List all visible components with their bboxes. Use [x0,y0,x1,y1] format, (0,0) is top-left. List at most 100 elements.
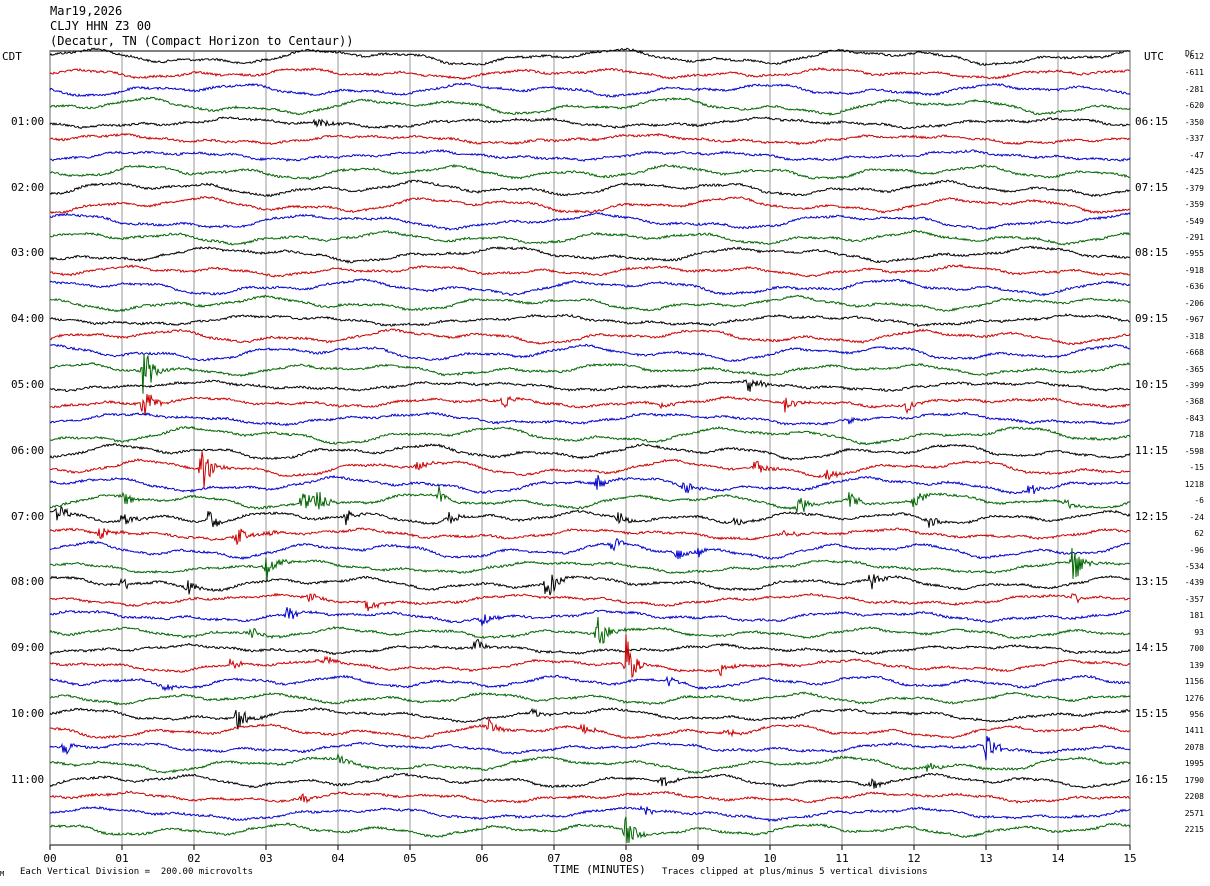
seismic-trace [49,527,1131,545]
dc-offset-label: -534 [1184,561,1204,571]
dc-offset-label: -612 [1184,52,1204,61]
seismic-trace [49,353,1131,394]
seismic-trace [49,278,1131,297]
dc-offset-label: 1156 [1184,677,1204,687]
right-hour-label: 07:15 [1135,180,1169,194]
x-tick-label: 09 [691,852,704,865]
dc-offset-label: -843 [1184,413,1204,423]
dc-offset-label: -918 [1184,265,1204,275]
left-hour-label: 06:00 [11,443,45,457]
x-tick-label: 08 [619,852,632,865]
right-hour-label: 08:15 [1135,246,1169,260]
dc-offset-label: 1995 [1184,759,1204,769]
x-tick-label: 06 [475,852,488,865]
dc-offset-label: 1276 [1184,693,1204,703]
left-hour-label: 03:00 [11,246,45,260]
seismic-trace [49,485,1131,513]
seismic-trace [49,264,1131,278]
dc-offset-label: 2215 [1184,825,1204,835]
right-hour-label: 12:15 [1135,509,1169,523]
plot-frame [49,50,1131,846]
dc-offset-label: -967 [1184,315,1204,325]
x-tick-label: 07 [547,852,560,865]
x-tick-label: 05 [403,852,416,865]
left-timezone-label: CDT [2,50,22,63]
seismic-trace [49,772,1131,789]
dc-offset-label: -399 [1184,381,1204,390]
seismic-trace [49,116,1131,130]
seismic-trace [49,96,1131,117]
dc-offset-label: 1411 [1184,726,1204,736]
dc-offset-label: -549 [1184,216,1204,226]
seismic-trace [49,617,1131,644]
seismic-trace [49,474,1131,495]
seismic-trace [49,82,1131,98]
dc-offset-label: 700 [1189,644,1204,654]
seismic-trace [49,378,1131,393]
dc-offset-label: -291 [1184,232,1204,242]
dc-offset-label: 2078 [1184,742,1204,752]
seismic-trace [49,816,1131,843]
seismic-trace [49,548,1131,581]
seismic-trace [49,790,1131,804]
dc-offset-label: 2208 [1184,792,1204,802]
seismic-trace [49,717,1131,740]
x-axis-title: TIME (MINUTES) [553,863,646,876]
seismic-trace [49,707,1131,730]
seismic-trace [49,411,1131,427]
seismic-trace [49,163,1131,180]
right-hour-label: 15:15 [1135,707,1169,720]
x-tick-label: 15 [1123,852,1136,865]
seismic-trace [49,638,1131,656]
left-hour-label: 10:00 [11,707,45,720]
right-hour-label: 09:15 [1135,312,1169,326]
x-tick-label: 10 [763,852,776,865]
station-location: (Decatur, TN (Compact Horizon to Centaur… [50,34,354,48]
dc-offset-label: -47 [1189,150,1204,160]
dc-offset-label: -15 [1189,463,1204,473]
right-hour-label: 16:15 [1135,772,1169,786]
dc-offset-label: -350 [1184,117,1204,127]
right-hour-label: 14:15 [1135,641,1169,655]
dc-header-label: DC [1185,49,1195,58]
dc-offset-label: -206 [1184,298,1204,308]
seismic-trace [49,505,1131,528]
x-tick-label: 14 [1051,852,1065,865]
seismic-trace [49,443,1131,461]
right-hour-label: 11:15 [1135,443,1169,457]
dc-offset-label: -636 [1184,282,1204,292]
dc-offset-label: -365 [1184,364,1204,374]
dc-offset-label: 1790 [1184,775,1204,785]
left-hour-label: 02:00 [11,180,45,194]
seismic-trace [49,67,1131,81]
left-hour-label: 08:00 [11,575,45,589]
x-tick-label: 01 [115,852,128,865]
dc-offset-label: -439 [1184,578,1204,588]
dc-offset-label: -24 [1189,512,1204,522]
dc-offset-label: -318 [1184,331,1204,341]
seismic-trace [49,132,1131,146]
dc-offset-label: 956 [1189,710,1204,719]
x-tick-label: 12 [907,852,920,865]
dc-offset-label: -6 [1194,496,1204,506]
dc-offset-label: 139 [1189,660,1204,670]
left-hour-label: 07:00 [11,509,45,523]
left-hour-label: 05:00 [11,378,45,391]
seismic-trace [49,425,1131,446]
seismic-trace [49,634,1131,679]
dc-offset-label: 93 [1194,627,1204,637]
seismic-trace [49,674,1131,692]
dc-offset-label: -379 [1184,183,1204,193]
right-hour-label: 06:15 [1135,114,1169,128]
seismic-trace [49,574,1131,596]
dc-offset-label: -359 [1184,200,1204,210]
seismic-trace [49,212,1131,231]
seismic-trace [49,343,1131,363]
seismic-trace [49,736,1131,761]
x-tick-label: 04 [331,852,345,865]
dc-offset-label: -668 [1184,348,1204,358]
dc-offset-label: -281 [1184,84,1204,94]
x-tick-label: 02 [187,852,200,865]
dc-offset-label: -96 [1189,545,1204,555]
seismic-trace [49,691,1131,706]
